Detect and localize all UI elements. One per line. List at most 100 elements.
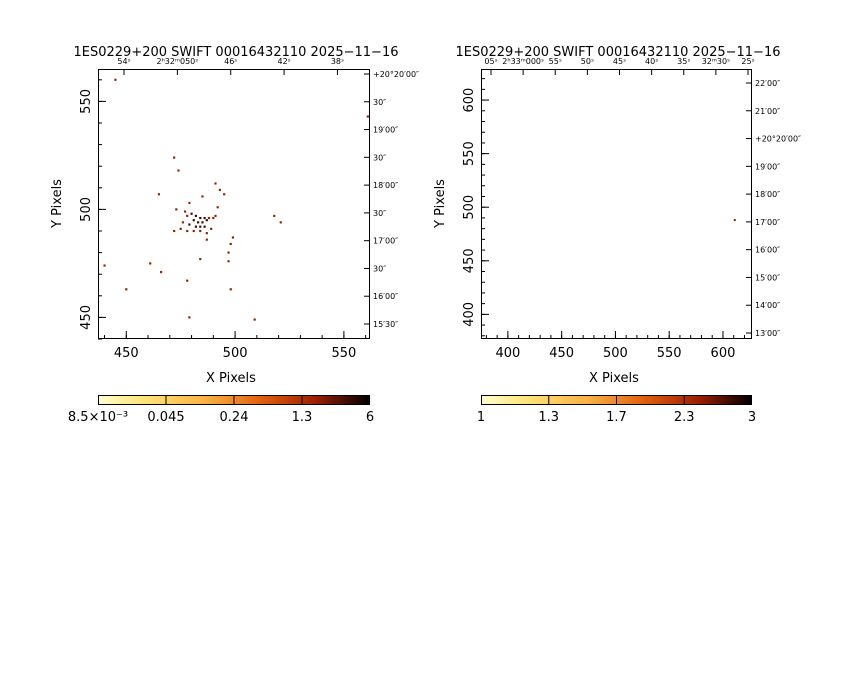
left-image-pixel: [173, 156, 176, 159]
left-image-pixel: [229, 242, 232, 246]
right-x-tick-label: 450: [549, 346, 574, 361]
right-plot-frame: [481, 69, 752, 339]
left-image-pixel: [212, 216, 215, 220]
right-ra-tick-label: 45ˢ: [613, 57, 626, 66]
left-plot-frame: [98, 69, 370, 339]
left-image-pixel: [216, 206, 219, 209]
left-image-pixel: [103, 264, 106, 267]
left-image-pixel: [192, 229, 195, 233]
left-image-pixel: [229, 288, 232, 291]
left-image-pixel: [205, 219, 208, 222]
right-dec-tick-label: 13′00″: [755, 329, 780, 338]
left-image-pixel: [201, 221, 204, 224]
right-ra-tick-label: 05ˢ: [484, 57, 497, 66]
left-image-pixel: [199, 216, 202, 220]
left-image-pixel: [279, 221, 282, 224]
right-dec-tick-label: 19′00″: [755, 162, 780, 171]
right-x-tick-label: 500: [603, 346, 628, 361]
left-ra-tick-label: 46ˢ: [224, 57, 237, 66]
left-image-pixel: [199, 225, 202, 228]
left-image-pixel: [114, 78, 117, 81]
right-ra-tick-label: 25ˢ: [741, 57, 754, 66]
right-ra-tick-label: 40ˢ: [645, 57, 658, 66]
right-x-tick-label: 600: [711, 346, 736, 361]
left-image-pixel: [160, 270, 163, 274]
left-colorbar-label: 8.5×10⁻³: [68, 410, 128, 425]
left-image-pixel: [231, 236, 234, 239]
left-dec-tick-label: +20°20′00″: [373, 70, 419, 79]
left-colorbar-label: 6: [366, 410, 374, 425]
left-dec-tick-label: 30″: [373, 98, 386, 107]
left-image-pixel: [157, 193, 161, 196]
right-title-line1: 1ES0229+200 SWIFT 00016432110 2025−11−16: [455, 45, 781, 60]
left-image-pixel: [194, 214, 198, 217]
left-image-pixel: [273, 214, 276, 217]
right-colorbar-label: 3: [748, 410, 756, 425]
left-image-pixel: [177, 169, 180, 172]
left-image-pixel: [366, 115, 369, 118]
left-image-pixel: [227, 251, 230, 254]
left-image-pixel: [183, 210, 187, 213]
left-image-pixel: [188, 316, 191, 319]
left-image-pixel: [186, 229, 189, 233]
left-image-pixel: [205, 232, 208, 235]
right-colorbar-label: 1: [477, 410, 485, 425]
right-xlabel: X Pixels: [589, 371, 639, 386]
left-dec-tick-label: 30″: [373, 153, 386, 162]
left-image-pixel: [223, 193, 226, 196]
left-dec-tick-label: 30″: [373, 264, 386, 273]
left-image-pixel: [197, 221, 200, 224]
right-y-tick-label: 450: [462, 248, 477, 273]
left-image-pixel: [207, 216, 211, 220]
right-colorbar-label: 1.7: [606, 410, 627, 425]
right-y-tick-label: 500: [462, 195, 477, 220]
left-colorbar-label: 0.24: [220, 410, 249, 425]
left-image-pixel: [179, 227, 182, 230]
left-title-line1: 1ES0229+200 SWIFT 00016432110 2025−11−16: [73, 45, 399, 60]
left-image-pixel: [210, 227, 213, 230]
left-ra-tick-label: 42ˢ: [277, 57, 290, 66]
left-image-pixel: [227, 260, 230, 263]
right-ra-tick-label: 2ʰ33ᵐ000ˢ: [502, 57, 544, 66]
right-dec-tick-label: 14′00″: [755, 301, 780, 310]
left-xlabel: X Pixels: [206, 371, 256, 386]
left-y-tick-label: 500: [79, 197, 94, 222]
left-image-pixel: [214, 182, 217, 185]
right-dec-tick-label: 21′00″: [755, 107, 780, 116]
left-image-pixel: [218, 188, 221, 192]
right-colorbar-label: 1.3: [538, 410, 559, 425]
right-dec-tick-label: 22′00″: [755, 79, 780, 88]
left-dec-tick-label: 17′00″: [373, 237, 398, 246]
left-image-pixel: [199, 229, 202, 233]
left-image-pixel: [173, 229, 176, 233]
right-dec-tick-label: +20°20′00″: [755, 135, 801, 144]
right-ra-tick-label: 50ˢ: [581, 57, 594, 66]
right-dec-tick-label: 17′00″: [755, 218, 780, 227]
right-ra-tick-label: 55ˢ: [549, 57, 562, 66]
left-image-pixel: [203, 225, 206, 228]
right-x-tick-label: 550: [657, 346, 682, 361]
left-image-pixel: [214, 214, 217, 217]
left-image-pixel: [203, 216, 206, 220]
left-colorbar-label: 1.3: [292, 410, 313, 425]
right-y-tick-label: 600: [462, 88, 477, 113]
left-y-tick-label: 450: [79, 305, 94, 330]
left-image-pixel: [186, 214, 189, 217]
right-dec-tick-label: 18′00″: [755, 190, 780, 199]
right-y-tick-label: 550: [462, 141, 477, 166]
left-image-pixel: [186, 279, 189, 282]
left-x-tick-label: 550: [331, 346, 356, 361]
left-image-pixel: [175, 208, 178, 211]
right-x-tick-label: 400: [495, 346, 520, 361]
left-dec-tick-label: 18′00″: [373, 181, 398, 190]
left-x-tick-label: 500: [223, 346, 248, 361]
left-dec-tick-label: 19′00″: [373, 126, 398, 135]
left-image-pixel: [253, 318, 256, 321]
left-image-pixel: [188, 201, 191, 205]
right-dec-tick-label: 15′00″: [755, 273, 780, 282]
left-image-pixel: [149, 262, 152, 265]
right-y-tick-label: 400: [462, 302, 477, 327]
left-image-pixel: [199, 257, 202, 261]
left-dec-tick-label: 15′30″: [373, 320, 398, 329]
